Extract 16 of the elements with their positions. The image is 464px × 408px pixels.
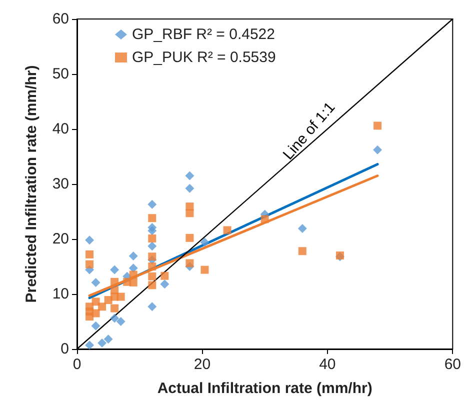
x-tick-label: 60 — [444, 356, 461, 373]
y-tick-label: 20 — [52, 230, 69, 248]
y-axis-title: Predicted Infiltration rate (mm/hr) — [23, 65, 40, 303]
x-tick-label: 40 — [319, 356, 336, 373]
x-tick-label: 0 — [72, 356, 82, 373]
y-tick-label: 40 — [52, 120, 69, 138]
annotation: Line of 1:1 — [280, 99, 339, 164]
y-tick-label: 0 — [60, 340, 69, 358]
x-tick-label: 20 — [194, 356, 211, 373]
y-tick-label: 60 — [52, 10, 69, 28]
legend-label: GP_PUK R² = 0.5539 — [132, 49, 276, 66]
y-tick-label: 30 — [52, 176, 69, 192]
y-tick-label: 50 — [52, 66, 69, 82]
legend-label: GP_RBF R² = 0.4522 — [132, 26, 275, 43]
x-axis-title: Actual Infiltration rate (mm/hr) — [157, 380, 372, 397]
y-tick-label: 10 — [52, 286, 69, 302]
